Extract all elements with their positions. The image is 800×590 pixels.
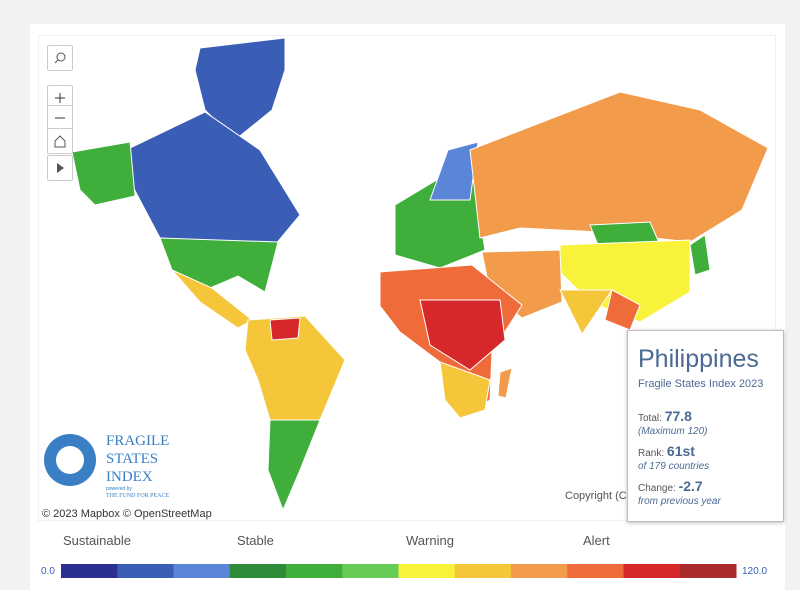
tooltip-country: Philippines	[638, 345, 759, 373]
tooltip-change: Change: -2.7	[638, 478, 773, 494]
mexico	[171, 269, 253, 329]
copyright: Copyright (C	[565, 490, 627, 502]
madagascar	[497, 367, 513, 399]
logo-inner	[56, 446, 84, 474]
countries	[71, 37, 769, 512]
tooltip: Philippines Fragile States Index 2023 To…	[627, 330, 784, 522]
africa-south	[439, 361, 491, 419]
venezuela	[269, 317, 301, 341]
attribution-mapbox[interactable]: © 2023 Mapbox	[42, 508, 120, 520]
play-button[interactable]	[47, 155, 73, 181]
search-icon	[54, 52, 66, 64]
change-label: Change:	[638, 483, 676, 494]
legend-min: 0.0	[41, 566, 55, 577]
tooltip-subtitle: Fragile States Index 2023	[638, 378, 764, 390]
total-note: (Maximum 120)	[638, 426, 708, 437]
fsi-logo: FRAGILE STATES INDEX powered by THE FUND…	[44, 433, 170, 499]
legend-category: Alert	[583, 533, 610, 548]
canada	[129, 111, 301, 246]
minus-icon	[55, 117, 65, 119]
change-note: from previous year	[638, 496, 721, 507]
legend-category: Sustainable	[63, 533, 131, 548]
africa-center	[419, 299, 506, 371]
play-icon	[57, 163, 64, 173]
attribution: © 2023 Mapbox © OpenStreetMap	[42, 508, 212, 520]
total-label: Total:	[638, 413, 662, 424]
logo-org: THE FUND FOR PEACE	[106, 493, 170, 499]
legend-category: Stable	[237, 533, 274, 548]
change-value: -2.7	[678, 478, 703, 494]
logo-text: FRAGILE	[106, 433, 169, 449]
rank-value: 61st	[666, 443, 695, 459]
russia	[469, 91, 769, 243]
scandinavia	[429, 141, 479, 201]
search-button[interactable]	[47, 45, 73, 71]
home-icon	[54, 135, 66, 148]
attribution-osm[interactable]: © OpenStreetMap	[122, 508, 212, 520]
logo-text: STATES	[106, 451, 158, 467]
india	[559, 289, 613, 335]
legend-max: 120.0	[742, 566, 768, 577]
tooltip-rank: Rank: 61st	[638, 443, 773, 459]
rank-note: of 179 countries	[638, 461, 710, 472]
home-button[interactable]	[47, 128, 73, 154]
japan	[689, 234, 711, 276]
legend-category: Warning	[406, 533, 454, 548]
tooltip-total: Total: 77.8	[638, 408, 773, 424]
rank-label: Rank:	[638, 448, 665, 459]
logo-powered: powered by	[106, 486, 132, 492]
plus-icon	[55, 93, 65, 103]
world-map: FRAGILE STATES INDEX powered by THE FUND…	[38, 35, 776, 521]
logo-text: INDEX	[106, 469, 153, 485]
south-america-south	[267, 419, 321, 512]
total-value: 77.8	[664, 408, 692, 424]
greenland	[194, 37, 286, 141]
alaska	[71, 141, 136, 206]
